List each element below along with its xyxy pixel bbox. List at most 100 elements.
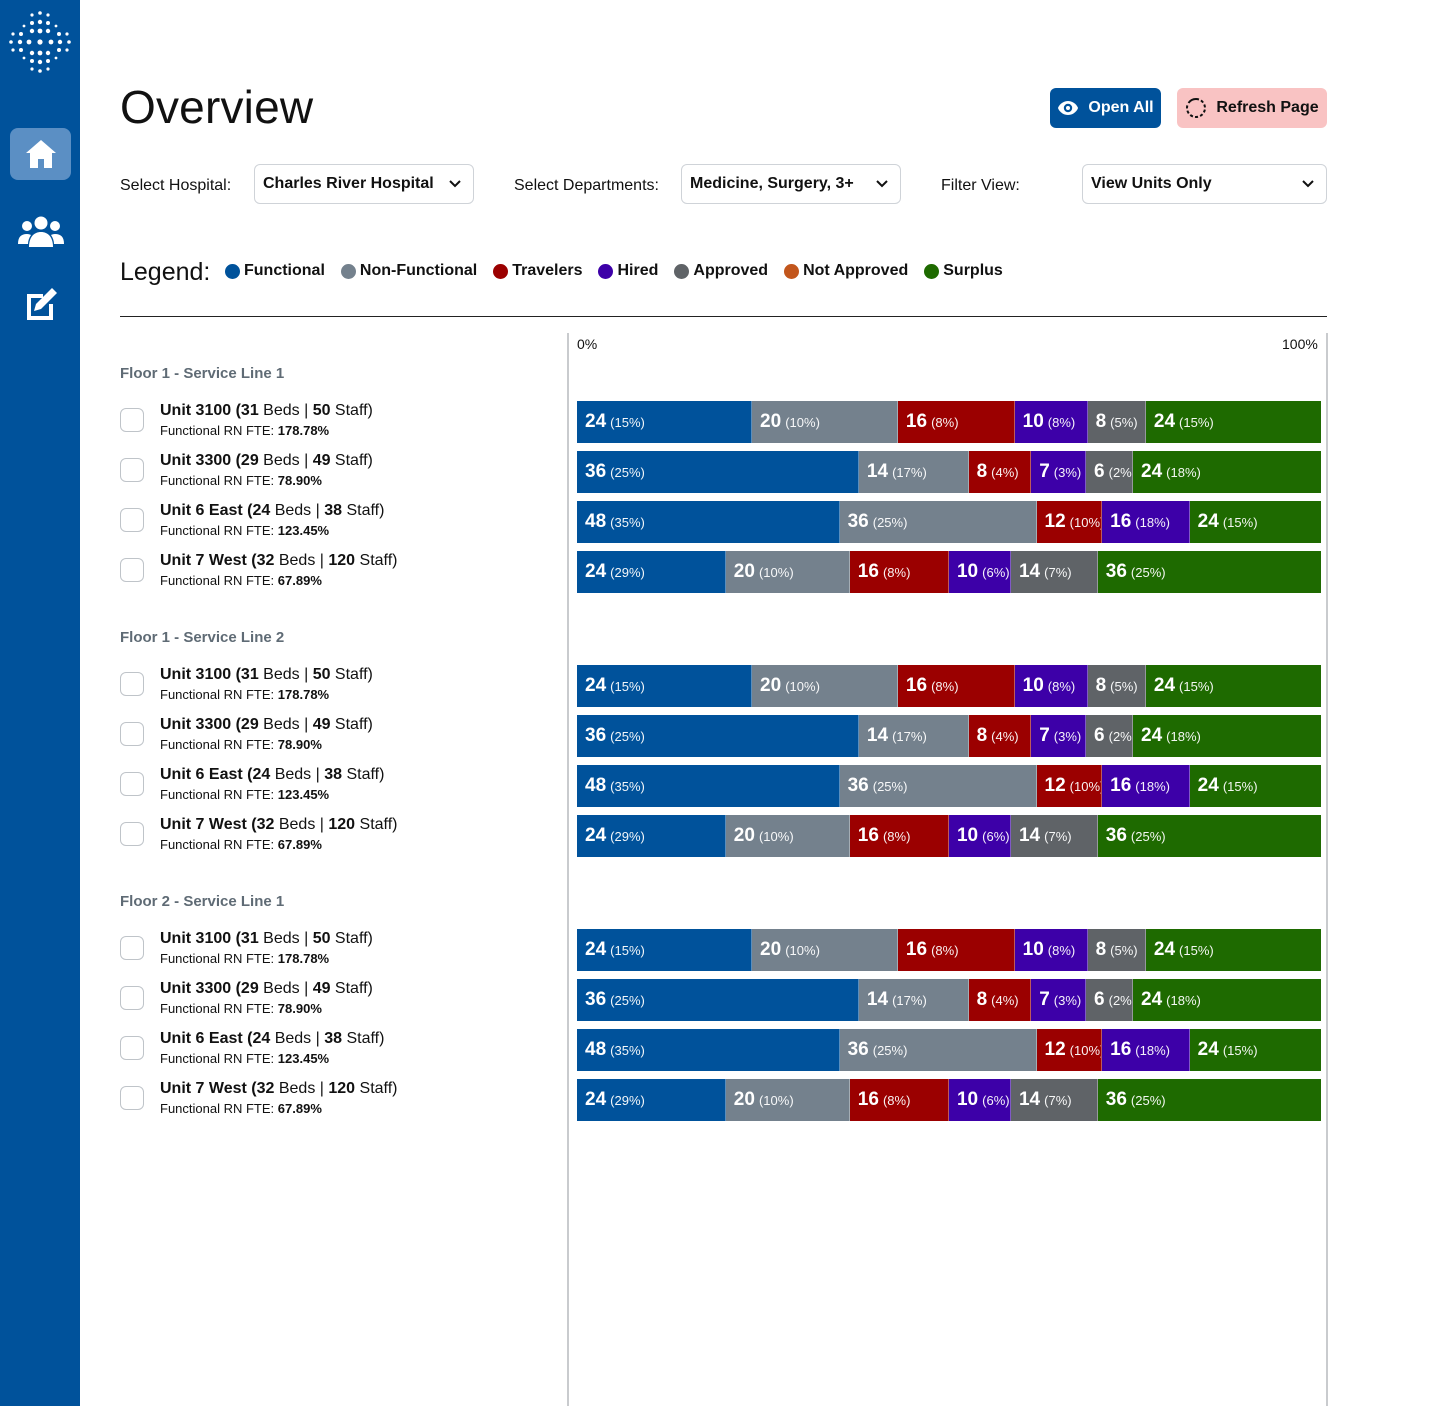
open-all-button[interactable]: Open All <box>1050 88 1161 128</box>
unit-checkbox[interactable] <box>120 508 144 532</box>
bar-segment-hired[interactable]: 10 (8%) <box>1014 401 1088 443</box>
bar-segment-functional[interactable]: 36 (25%) <box>577 451 859 493</box>
bar-segment-non-functional[interactable]: 36 (25%) <box>839 765 1037 807</box>
segment-percent-value: 25% <box>877 514 904 530</box>
unit-checkbox[interactable] <box>120 558 144 582</box>
bar-segment-travelers[interactable]: 16 (8%) <box>897 665 1015 707</box>
bar-segment-functional[interactable]: 24 (29%) <box>577 551 726 593</box>
bar-segment-hired[interactable]: 7 (3%) <box>1031 715 1087 757</box>
bar-segment-travelers[interactable]: 16 (8%) <box>849 815 949 857</box>
bar-segment-non-functional[interactable]: 20 (10%) <box>725 1079 850 1121</box>
bar-segment-approved[interactable]: 8 (5%) <box>1087 401 1146 443</box>
bar-segment-travelers[interactable]: 12(10%) <box>1036 765 1103 807</box>
segment-percent-value: 18% <box>1170 728 1197 744</box>
bar-segment-non-functional[interactable]: 14 (17%) <box>858 715 969 757</box>
bar-segment-approved[interactable]: 6(2%) <box>1086 979 1133 1021</box>
nav-edit[interactable] <box>10 278 71 330</box>
unit-checkbox[interactable] <box>120 1086 144 1110</box>
refresh-page-button[interactable]: Refresh Page <box>1177 88 1327 128</box>
bar-segment-approved[interactable]: 14 (7%) <box>1010 815 1098 857</box>
unit-checkbox[interactable] <box>120 822 144 846</box>
bar-segment-surplus[interactable]: 24 (15%) <box>1145 401 1321 443</box>
unit-checkbox[interactable] <box>120 986 144 1010</box>
unit-beds: 24 <box>252 502 271 519</box>
bar-segment-hired[interactable]: 10 (8%) <box>1014 665 1088 707</box>
bar-segment-hired[interactable]: 10 (6%) <box>948 551 1011 593</box>
bar-segment-travelers[interactable]: 8 (4%) <box>968 715 1032 757</box>
unit-checkbox[interactable] <box>120 772 144 796</box>
nav-home[interactable] <box>10 128 71 180</box>
bar-segment-non-functional[interactable]: 20 (10%) <box>725 815 850 857</box>
unit-fte-label: Functional RN FTE: <box>160 1051 275 1066</box>
bar-segment-hired[interactable]: 16 (18%) <box>1102 765 1190 807</box>
bar-segment-non-functional[interactable]: 20 (10%) <box>752 929 898 971</box>
bar-segment-non-functional[interactable]: 20 (10%) <box>752 665 898 707</box>
bar-segment-hired[interactable]: 16 (18%) <box>1102 1029 1190 1071</box>
bar-segment-hired[interactable]: 10 (6%) <box>948 1079 1011 1121</box>
bar-segment-travelers[interactable]: 16 (8%) <box>849 1079 949 1121</box>
bar-segment-travelers[interactable]: 12(10%) <box>1036 1029 1103 1071</box>
bar-segment-travelers[interactable]: 16 (8%) <box>897 401 1015 443</box>
bar-segment-functional[interactable]: 24 (15%) <box>577 929 753 971</box>
nav-people[interactable] <box>10 206 71 258</box>
bar-segment-non-functional[interactable]: 20 (10%) <box>752 401 898 443</box>
bar-segment-travelers[interactable]: 16 (8%) <box>849 551 949 593</box>
bar-segment-functional[interactable]: 24 (29%) <box>577 815 726 857</box>
bar-segment-functional[interactable]: 48 (35%) <box>577 501 840 543</box>
unit-checkbox[interactable] <box>120 672 144 696</box>
segment-count: 24 <box>585 825 607 846</box>
bar-segment-non-functional[interactable]: 36 (25%) <box>839 501 1037 543</box>
bar-segment-travelers[interactable]: 8 (4%) <box>968 979 1032 1021</box>
bar-segment-functional[interactable]: 48 (35%) <box>577 765 840 807</box>
segment-count: 24 <box>1153 939 1176 960</box>
unit-checkbox[interactable] <box>120 458 144 482</box>
bar-segment-non-functional[interactable]: 20 (10%) <box>725 551 850 593</box>
bar-segment-surplus[interactable]: 24 (15%) <box>1189 765 1321 807</box>
bar-segment-surplus[interactable]: 24 (15%) <box>1189 501 1321 543</box>
bar-segment-functional[interactable]: 24 (29%) <box>577 1079 726 1121</box>
view-select[interactable]: View Units Only <box>1082 164 1327 204</box>
bar-segment-hired[interactable]: 16 (18%) <box>1102 501 1190 543</box>
bar-segment-functional[interactable]: 24 (15%) <box>577 665 753 707</box>
bar-segment-travelers[interactable]: 8 (4%) <box>968 451 1032 493</box>
bar-segment-hired[interactable]: 7 (3%) <box>1031 979 1087 1021</box>
bar-segment-surplus[interactable]: 24 (15%) <box>1145 929 1321 971</box>
bar-segment-non-functional[interactable]: 14 (17%) <box>858 451 969 493</box>
bar-segment-functional[interactable]: 24 (15%) <box>577 401 753 443</box>
segment-percent: (25%) <box>1130 1092 1166 1108</box>
bar-segment-functional[interactable]: 48 (35%) <box>577 1029 840 1071</box>
bar-segment-approved[interactable]: 8 (5%) <box>1087 929 1146 971</box>
bar-segment-surplus[interactable]: 24 (18%) <box>1133 451 1321 493</box>
segment-count: 8 <box>1095 675 1107 696</box>
bar-segment-approved[interactable]: 8 (5%) <box>1087 665 1146 707</box>
departments-select[interactable]: Medicine, Surgery, 3+ <box>681 164 901 204</box>
bar-segment-functional[interactable]: 36 (25%) <box>577 979 859 1021</box>
segment-percent: (4%) <box>991 728 1019 744</box>
bar-segment-approved[interactable]: 14 (7%) <box>1010 551 1098 593</box>
bar-segment-surplus[interactable]: 24 (15%) <box>1189 1029 1321 1071</box>
bar-segment-surplus[interactable]: 36 (25%) <box>1097 551 1321 593</box>
bar-segment-surplus[interactable]: 24 (18%) <box>1133 979 1321 1021</box>
hospital-select[interactable]: Charles River Hospital <box>254 164 474 204</box>
bar-segment-non-functional[interactable]: 36 (25%) <box>839 1029 1037 1071</box>
bar-segment-approved[interactable]: 6(2%) <box>1086 715 1133 757</box>
unit-checkbox[interactable] <box>120 936 144 960</box>
bar-segment-functional[interactable]: 36 (25%) <box>577 715 859 757</box>
bar-segment-approved[interactable]: 14 (7%) <box>1010 1079 1098 1121</box>
bar-segment-travelers[interactable]: 12(10%) <box>1036 501 1103 543</box>
unit-checkbox[interactable] <box>120 722 144 746</box>
bar-segment-surplus[interactable]: 24 (18%) <box>1133 715 1321 757</box>
bar-segment-hired[interactable]: 7 (3%) <box>1031 451 1087 493</box>
bar-segment-surplus[interactable]: 24 (15%) <box>1145 665 1321 707</box>
bar-segment-approved[interactable]: 6(2%) <box>1086 451 1133 493</box>
unit-checkbox[interactable] <box>120 1036 144 1060</box>
bar-segment-hired[interactable]: 10 (6%) <box>948 815 1011 857</box>
bar-segment-surplus[interactable]: 36 (25%) <box>1097 815 1321 857</box>
bar-segment-surplus[interactable]: 36 (25%) <box>1097 1079 1321 1121</box>
segment-percent: (8%) <box>882 564 911 580</box>
bar-segment-non-functional[interactable]: 14 (17%) <box>858 979 969 1021</box>
legend-dot <box>493 263 509 279</box>
bar-segment-travelers[interactable]: 16 (8%) <box>897 929 1015 971</box>
bar-segment-hired[interactable]: 10 (8%) <box>1014 929 1088 971</box>
unit-checkbox[interactable] <box>120 408 144 432</box>
